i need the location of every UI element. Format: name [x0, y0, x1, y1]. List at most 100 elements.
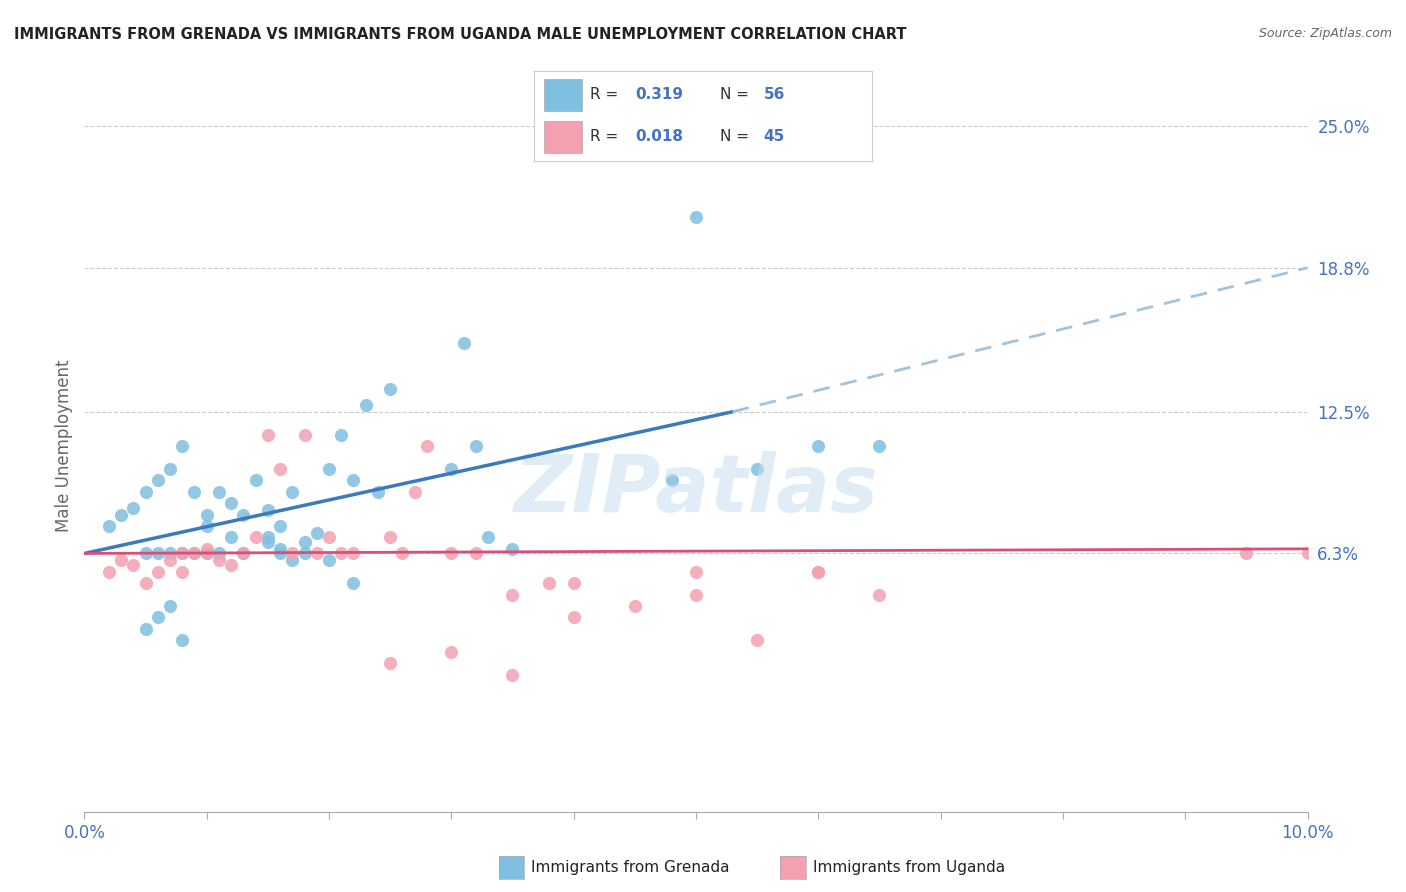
Point: [195, 546, 218, 560]
Point: [685, 565, 707, 579]
Point: [367, 484, 389, 499]
Text: Immigrants from Uganda: Immigrants from Uganda: [813, 861, 1005, 875]
Point: [318, 462, 340, 476]
Point: [807, 565, 830, 579]
Point: [232, 546, 254, 560]
FancyBboxPatch shape: [544, 79, 582, 111]
Point: [257, 535, 280, 549]
Point: [208, 553, 231, 567]
Point: [305, 525, 328, 540]
Point: [464, 439, 486, 453]
Point: [807, 565, 830, 579]
Point: [342, 576, 364, 591]
Point: [110, 508, 132, 522]
Point: [440, 645, 463, 659]
Point: [159, 462, 181, 476]
Point: [172, 546, 194, 560]
Point: [318, 553, 340, 567]
Point: [342, 473, 364, 487]
Point: [195, 541, 218, 556]
Point: [269, 546, 291, 560]
Point: [146, 546, 169, 560]
Point: [1296, 546, 1319, 560]
Point: [342, 546, 364, 560]
Point: [146, 610, 169, 624]
Text: 0.319: 0.319: [636, 87, 683, 103]
Text: N =: N =: [720, 129, 754, 145]
Point: [502, 588, 524, 602]
Point: [122, 500, 145, 515]
Point: [269, 541, 291, 556]
Point: [257, 530, 280, 544]
Y-axis label: Male Unemployment: Male Unemployment: [55, 359, 73, 533]
Text: N =: N =: [720, 87, 754, 103]
Point: [305, 546, 328, 560]
Point: [380, 656, 402, 670]
Text: 0.018: 0.018: [636, 129, 683, 145]
Text: ZIPatlas: ZIPatlas: [513, 450, 879, 529]
Point: [624, 599, 647, 613]
Text: Immigrants from Grenada: Immigrants from Grenada: [531, 861, 730, 875]
Point: [538, 576, 561, 591]
Point: [269, 462, 291, 476]
Point: [135, 576, 157, 591]
Point: [110, 553, 132, 567]
Text: IMMIGRANTS FROM GRENADA VS IMMIGRANTS FROM UGANDA MALE UNEMPLOYMENT CORRELATION : IMMIGRANTS FROM GRENADA VS IMMIGRANTS FR…: [14, 27, 907, 42]
Point: [453, 336, 475, 351]
Text: 45: 45: [763, 129, 785, 145]
Point: [208, 484, 231, 499]
Point: [219, 530, 242, 544]
Point: [146, 473, 169, 487]
Point: [440, 462, 463, 476]
Text: Source: ZipAtlas.com: Source: ZipAtlas.com: [1258, 27, 1392, 40]
Point: [146, 565, 169, 579]
Point: [380, 382, 402, 396]
Text: R =: R =: [591, 87, 623, 103]
Point: [380, 530, 402, 544]
Point: [257, 427, 280, 442]
Text: R =: R =: [591, 129, 623, 145]
Point: [685, 211, 707, 225]
Point: [172, 439, 194, 453]
Point: [195, 508, 218, 522]
Point: [135, 546, 157, 560]
Point: [747, 633, 769, 648]
Point: [440, 546, 463, 560]
Point: [330, 546, 353, 560]
Point: [257, 503, 280, 517]
Point: [294, 535, 316, 549]
Point: [281, 553, 304, 567]
Point: [172, 546, 194, 560]
Point: [122, 558, 145, 572]
Text: 56: 56: [763, 87, 785, 103]
Point: [245, 473, 267, 487]
Point: [330, 427, 353, 442]
Point: [135, 622, 157, 636]
Point: [685, 588, 707, 602]
Point: [208, 546, 231, 560]
Point: [294, 427, 316, 442]
Point: [281, 546, 304, 560]
Point: [159, 599, 181, 613]
Point: [464, 546, 486, 560]
Point: [281, 484, 304, 499]
Point: [294, 546, 316, 560]
Point: [232, 546, 254, 560]
Point: [172, 633, 194, 648]
Point: [245, 530, 267, 544]
Point: [159, 553, 181, 567]
Point: [562, 610, 585, 624]
Point: [869, 439, 891, 453]
Point: [195, 546, 218, 560]
Point: [183, 484, 205, 499]
Point: [807, 439, 830, 453]
Point: [97, 519, 120, 533]
Point: [219, 496, 242, 510]
Point: [135, 484, 157, 499]
FancyBboxPatch shape: [544, 121, 582, 153]
Point: [562, 576, 585, 591]
Point: [354, 398, 377, 412]
Point: [183, 546, 205, 560]
Point: [391, 546, 413, 560]
Point: [269, 519, 291, 533]
